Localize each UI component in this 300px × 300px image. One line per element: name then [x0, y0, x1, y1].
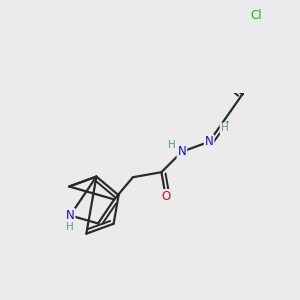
- Text: Cl: Cl: [250, 9, 262, 22]
- Text: H: H: [66, 222, 74, 232]
- Text: H: H: [168, 140, 176, 150]
- Text: N: N: [66, 209, 75, 222]
- Text: O: O: [161, 190, 170, 203]
- Text: N: N: [205, 135, 214, 148]
- Text: N: N: [178, 145, 186, 158]
- Text: H: H: [220, 123, 228, 134]
